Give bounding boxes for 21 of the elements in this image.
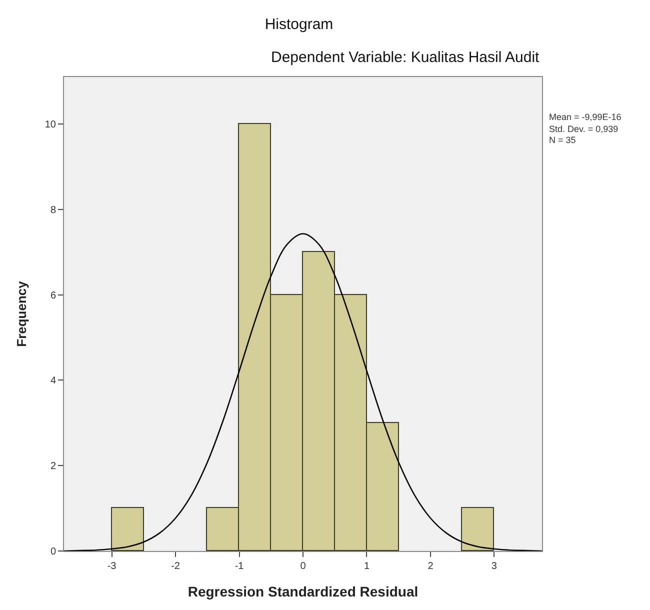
y-tick-label: 8 bbox=[50, 204, 56, 216]
chart-subtitle: Dependent Variable: Kualitas Hasil Audit bbox=[271, 49, 540, 66]
text: Mean = -9,99E-16 bbox=[549, 112, 622, 122]
x-tick-label: 2 bbox=[428, 561, 434, 572]
x-tick-label: -1 bbox=[234, 561, 244, 572]
y-tick-label: 10 bbox=[44, 119, 56, 130]
chart-title: Histogram bbox=[264, 16, 334, 33]
text: Std. Dev. = 0,939 bbox=[549, 124, 618, 134]
y-tick-label: 4 bbox=[50, 376, 56, 387]
y-tick-label: 0 bbox=[50, 546, 56, 558]
x-axis-title: Regression Standardized Residual bbox=[188, 583, 418, 600]
x-tick-label: 3 bbox=[491, 561, 498, 572]
y-tick-label: 2 bbox=[50, 461, 56, 472]
x-tick-label: -3 bbox=[107, 561, 117, 572]
y-tick-label: 6 bbox=[50, 290, 56, 302]
line-series bbox=[64, 233, 542, 551]
x-tick-label: 0 bbox=[300, 561, 306, 572]
text: N = 35 bbox=[549, 135, 576, 145]
x-tick-label: -2 bbox=[171, 561, 180, 572]
y-axis-title: Frequency bbox=[14, 280, 29, 347]
x-tick-label: 1 bbox=[364, 561, 370, 572]
